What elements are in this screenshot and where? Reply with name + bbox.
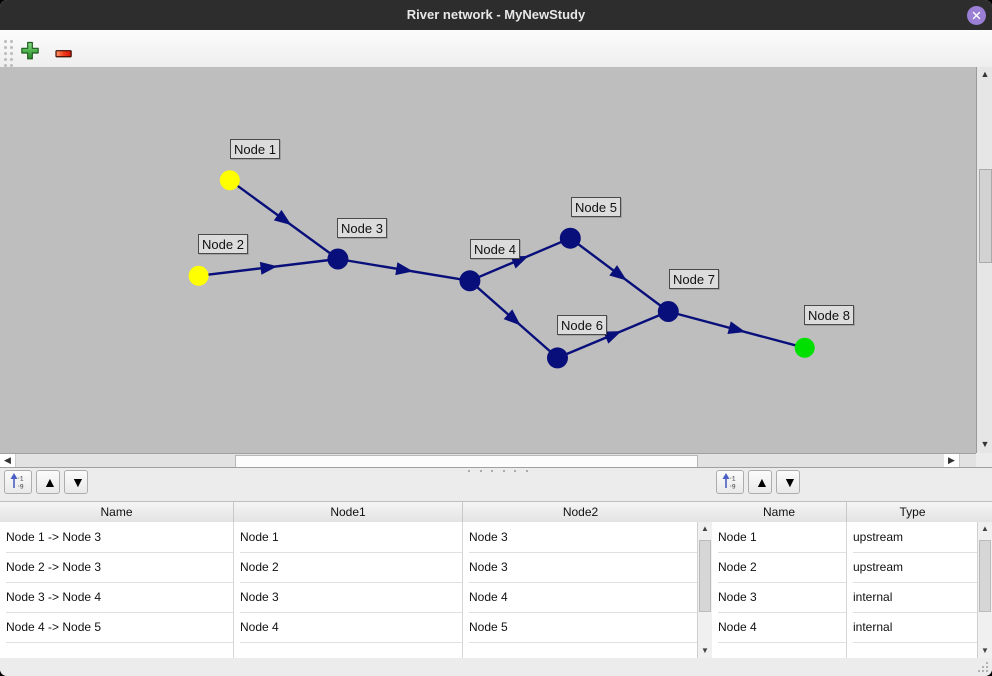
svg-text:1: 1	[732, 476, 736, 483]
svg-text:9: 9	[732, 484, 736, 491]
svg-text:1: 1	[20, 476, 24, 483]
svg-text:9: 9	[20, 484, 24, 491]
